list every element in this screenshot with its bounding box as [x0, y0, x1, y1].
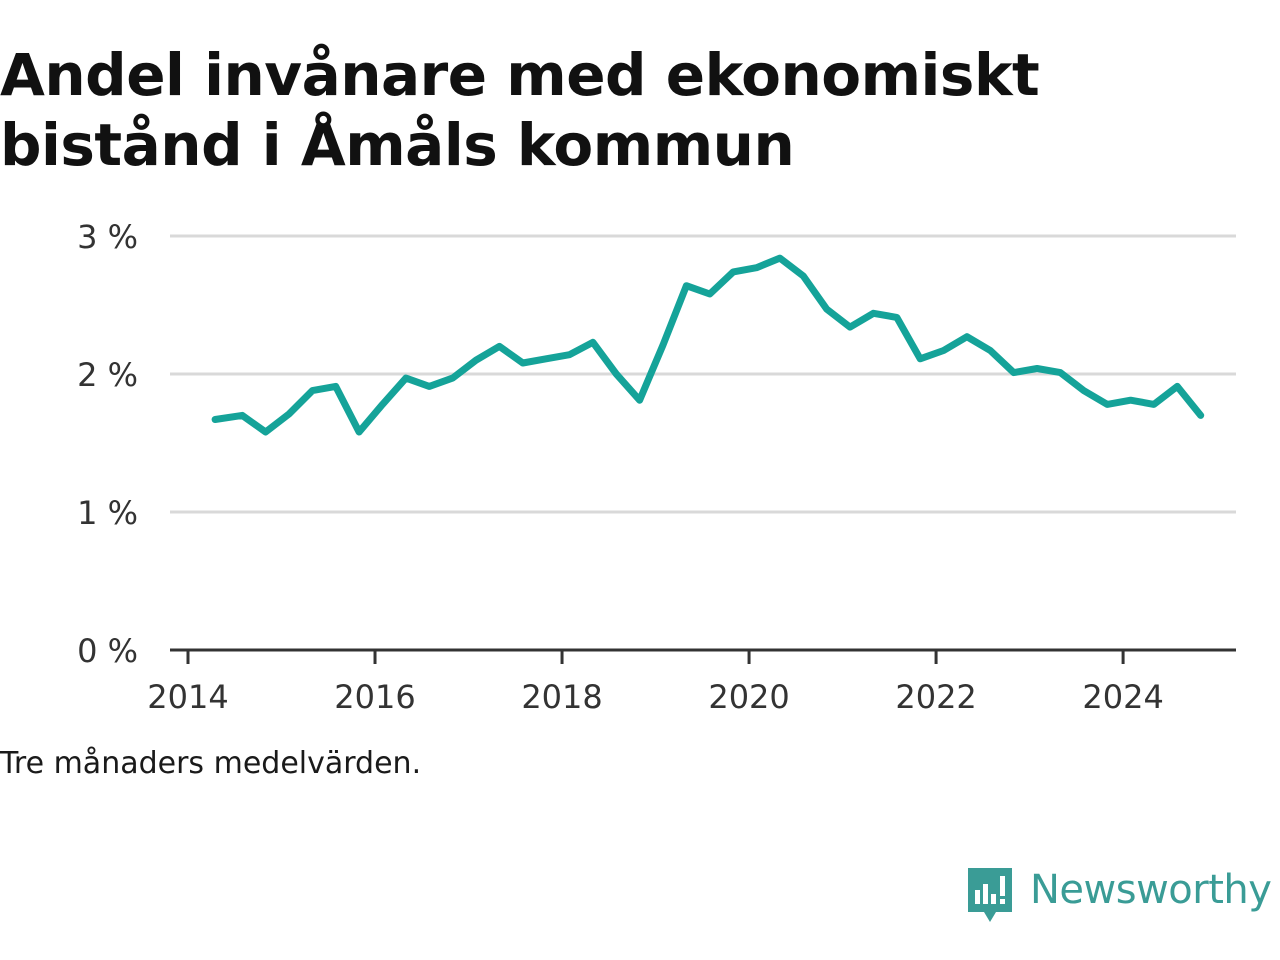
chart-title-line-1: Andel invånare med ekonomiskt: [0, 41, 1040, 109]
newsworthy-logo: Newsworthy: [964, 864, 1272, 928]
x-axis: 2014 2016 2018 2020 2022 2024: [147, 648, 1236, 716]
y-tick-label: 2 %: [77, 356, 138, 394]
x-tick-label: 2024: [1082, 678, 1163, 716]
y-tick-label: 0 %: [77, 632, 138, 670]
x-tick-label: 2020: [708, 678, 789, 716]
x-tick-label: 2014: [147, 678, 228, 716]
y-tick-label: 3 %: [77, 218, 138, 256]
gridlines: [170, 234, 1236, 514]
series-layer: [211, 254, 1205, 436]
y-axis-labels: 0 % 1 % 2 % 3 %: [77, 218, 138, 670]
y-tick-label: 1 %: [77, 494, 138, 532]
footnote: Tre månaders medelvärden.: [0, 746, 422, 781]
series-line: [211, 254, 1205, 436]
chart-title: Andel invånare med ekonomiskt bistånd i …: [0, 40, 1200, 180]
x-tick-label: 2022: [895, 678, 976, 716]
newsworthy-logo-text: Newsworthy: [1030, 867, 1272, 913]
x-tick-label: 2018: [521, 678, 602, 716]
chart-title-line-2: bistånd i Åmåls kommun: [0, 111, 795, 179]
newsworthy-logo-icon: [968, 868, 1012, 922]
x-tick-label: 2016: [334, 678, 415, 716]
